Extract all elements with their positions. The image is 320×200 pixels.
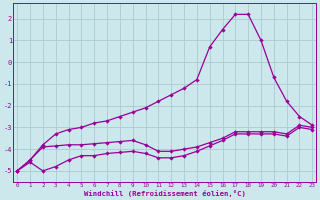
X-axis label: Windchill (Refroidissement éolien,°C): Windchill (Refroidissement éolien,°C) <box>84 190 246 197</box>
